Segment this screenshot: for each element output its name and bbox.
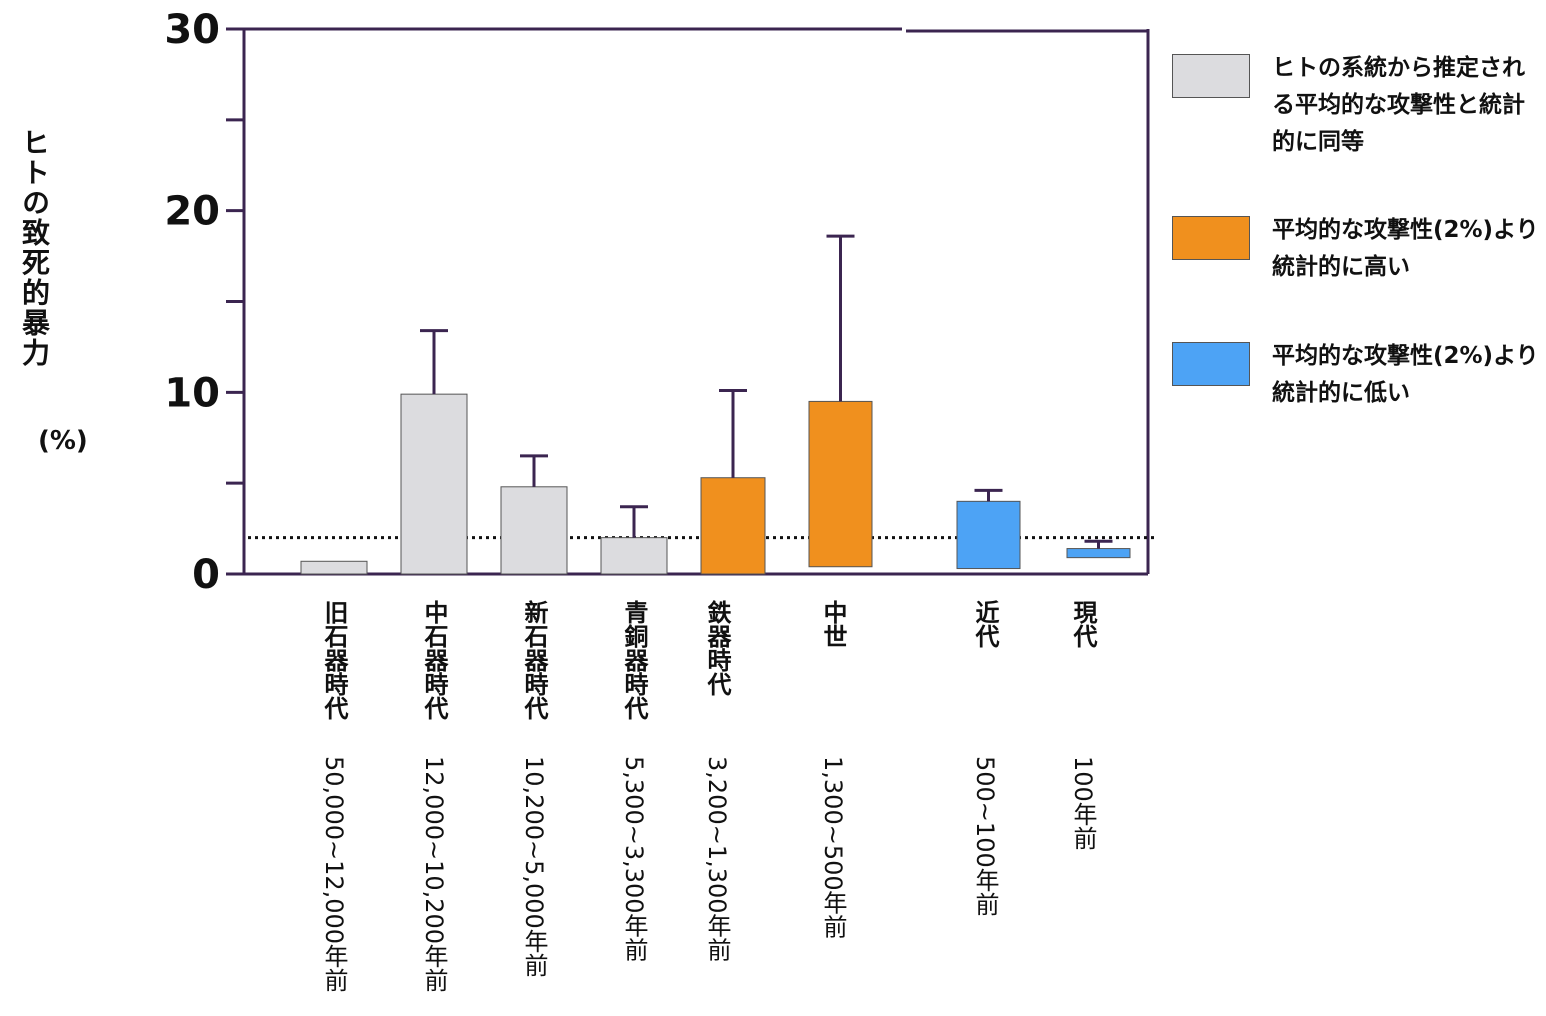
x-category-6: 中世 1,300~500年前: [815, 600, 851, 939]
x-category-4: 青銅器時代 5,300~3,300年前: [616, 600, 652, 962]
y-tick-label: 30: [164, 7, 220, 53]
x-category-period: 10,200~5,000年前: [520, 756, 548, 977]
bar-5: [700, 477, 766, 575]
x-category-7: 近代 500~100年前: [967, 600, 1003, 916]
x-category-era: 中石器時代: [420, 600, 448, 720]
bar-1: [300, 560, 368, 575]
x-category-period: 12,000~10,200年前: [420, 756, 448, 993]
legend-item-higher: 平均的な攻撃性(2%)より統計的に高い: [1172, 212, 1542, 286]
x-category-1: 旧石器時代 50,000~12,000年前: [316, 600, 352, 992]
x-category-period: 500~100年前: [971, 756, 999, 916]
legend-label-lower: 平均的な攻撃性(2%)より統計的に低い: [1272, 343, 1539, 406]
bar-6: [808, 400, 873, 568]
x-category-period: 50,000~12,000年前: [320, 756, 348, 993]
legend-label-equal: ヒトの系統から推定される平均的な攻撃性と統計的に同等: [1272, 55, 1525, 155]
x-category-era: 新石器時代: [520, 600, 548, 720]
bar-8: [1066, 548, 1131, 559]
y-tick-label: 10: [164, 370, 220, 416]
legend-swatch-equal: [1172, 54, 1250, 98]
bars: [300, 393, 1131, 575]
x-category-2: 中石器時代 12,000~10,200年前: [416, 600, 452, 992]
bar-2: [400, 393, 468, 575]
x-category-era: 近代: [971, 600, 999, 648]
x-category-8: 現代 100年前: [1065, 600, 1101, 850]
legend-label-higher: 平均的な攻撃性(2%)より統計的に高い: [1272, 217, 1539, 280]
legend-item-equal: ヒトの系統から推定される平均的な攻撃性と統計的に同等: [1172, 50, 1542, 161]
legend-swatch-higher: [1172, 216, 1250, 260]
x-category-period: 1,300~500年前: [819, 756, 847, 939]
x-category-period: 3,200~1,300年前: [703, 756, 731, 962]
legend-swatch-lower: [1172, 342, 1250, 386]
x-category-3: 新石器時代 10,200~5,000年前: [516, 600, 552, 977]
y-axis-title: ヒトの致死的暴力: [18, 128, 51, 368]
y-tick-label: 20: [164, 189, 220, 235]
y-axis-unit: (%): [38, 426, 88, 456]
plot-frame: [242, 27, 1150, 576]
bar-3: [500, 486, 568, 575]
x-category-era: 青銅器時代: [620, 600, 648, 720]
x-category-period: 100年前: [1069, 756, 1097, 850]
x-category-period: 5,300~3,300年前: [620, 756, 648, 962]
y-axis-ticks: 0 10 20 30: [164, 7, 244, 598]
bar-7: [956, 500, 1021, 570]
x-category-era: 鉄器時代: [703, 600, 731, 696]
x-category-era: 現代: [1069, 600, 1097, 648]
error-bars: [420, 234, 1113, 549]
x-category-5: 鉄器時代 3,200~1,300年前: [699, 600, 735, 962]
bar-4: [600, 537, 668, 575]
y-tick-label: 0: [192, 552, 220, 598]
x-category-era: 旧石器時代: [320, 600, 348, 720]
legend-item-lower: 平均的な攻撃性(2%)より統計的に低い: [1172, 338, 1542, 412]
x-category-era: 中世: [819, 600, 847, 648]
